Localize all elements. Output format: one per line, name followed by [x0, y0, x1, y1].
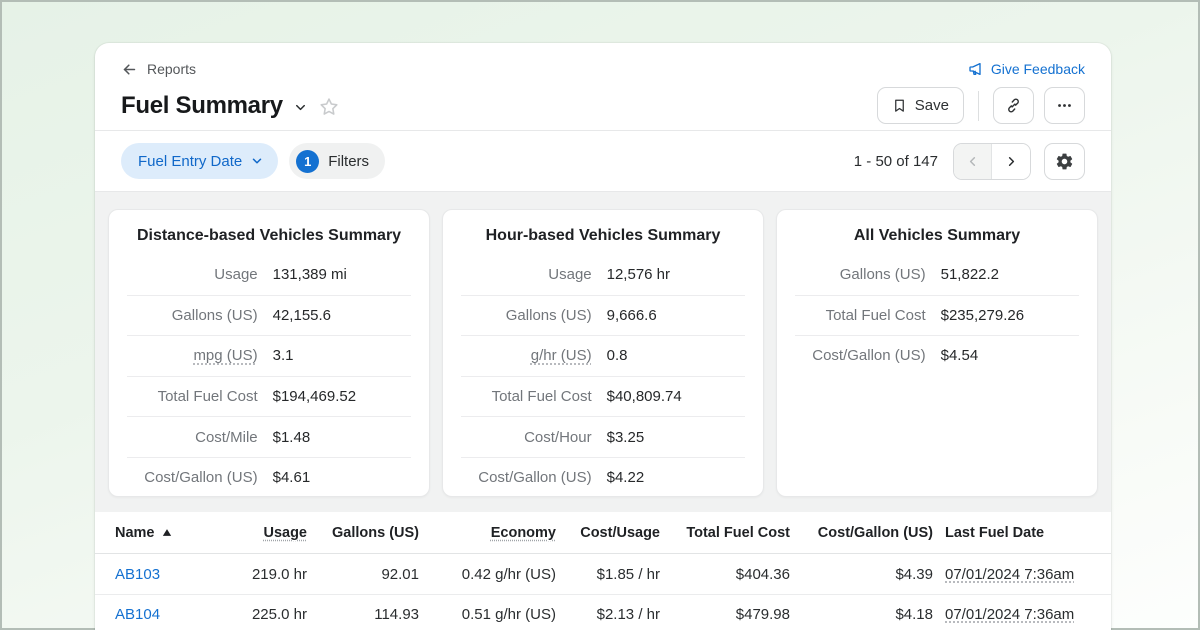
filters-count-badge: 1: [296, 149, 320, 173]
fuel-entry-date-filter-label: Fuel Entry Date: [138, 152, 243, 170]
summary-value: $4.22: [606, 469, 645, 487]
more-options-button[interactable]: [1044, 87, 1085, 124]
column-header-economy[interactable]: Economy: [490, 524, 556, 541]
total-fuel-cost-cell: $404.36: [735, 565, 790, 583]
table-row: AB103 219.0 hr 92.01 0.42 g/hr (US) $1.8…: [95, 554, 1111, 594]
table-header-row: Name Usage Gallons (US) Economy Cost/Usa…: [95, 512, 1111, 554]
summary-value: $235,279.26: [940, 306, 1025, 324]
last-fuel-date-cell[interactable]: 07/01/2024 7:36am: [945, 565, 1075, 583]
hour-summary-card: Hour-based Vehicles Summary Usage 12,576 …: [442, 209, 764, 497]
ellipsis-icon: [1056, 97, 1073, 114]
summary-label[interactable]: g/hr (US): [530, 347, 592, 365]
favorite-star-icon[interactable]: [318, 94, 340, 118]
report-panel: Reports Give Feedback Fuel Summary: [95, 43, 1111, 630]
cost-usage-cell: $1.85 / hr: [596, 565, 660, 583]
megaphone-icon: [968, 61, 984, 77]
give-feedback-link[interactable]: Give Feedback: [968, 61, 1085, 77]
save-button-label: Save: [914, 97, 949, 114]
vehicle-link[interactable]: AB104: [115, 606, 161, 623]
breadcrumb-label[interactable]: Reports: [147, 61, 197, 77]
distance-summary-card: Distance-based Vehicles Summary Usage 131…: [108, 209, 430, 497]
summary-value: $4.61: [272, 469, 311, 487]
breadcrumb[interactable]: Reports: [121, 61, 196, 78]
summary-label: Cost/Gallon (US): [478, 469, 592, 487]
usage-cell: 225.0 hr: [251, 606, 307, 623]
summary-value: $194,469.52: [272, 388, 357, 406]
economy-cell: 0.51 g/hr (US): [461, 606, 556, 623]
column-header-gallons[interactable]: Gallons (US): [331, 524, 419, 541]
bookmark-icon: [892, 98, 907, 113]
summary-label: Total Fuel Cost: [157, 388, 258, 406]
summary-label: Total Fuel Cost: [825, 306, 926, 324]
column-header-name[interactable]: Name: [115, 525, 245, 541]
summary-label: Usage: [214, 265, 258, 283]
column-header-cost-gallon[interactable]: Cost/Gallon (US): [817, 524, 933, 541]
summary-value: 3.1: [272, 347, 294, 365]
column-header-usage[interactable]: Usage: [263, 524, 307, 541]
cost-usage-cell: $2.13 / hr: [596, 606, 660, 623]
gallons-cell: 114.93: [374, 606, 419, 623]
summary-label: Gallons (US): [171, 306, 258, 324]
summary-label: Gallons (US): [839, 265, 926, 283]
fuel-entry-date-filter[interactable]: Fuel Entry Date: [121, 143, 279, 179]
summary-label: Cost/Gallon (US): [144, 469, 258, 487]
column-header-cost-usage[interactable]: Cost/Usage: [580, 524, 660, 541]
last-fuel-date-cell[interactable]: 07/01/2024 7:36am: [945, 606, 1075, 623]
summary-value: $3.25: [606, 428, 645, 446]
summary-value: $4.54: [940, 347, 979, 365]
card-title: All Vehicles Summary: [853, 227, 1021, 244]
filters-button[interactable]: 1 Filters: [289, 143, 386, 179]
card-title: Hour-based Vehicles Summary: [485, 227, 721, 244]
all-vehicles-summary-card: All Vehicles Summary Gallons (US) 51,822.…: [776, 209, 1098, 497]
pagination-range: 1 - 50 of 147: [853, 152, 938, 170]
summary-value: 12,576 hr: [606, 265, 671, 283]
title-chevron-down-icon[interactable]: [293, 97, 308, 115]
header-divider: [978, 90, 979, 121]
link-icon: [1005, 97, 1022, 114]
summary-label[interactable]: mpg (US): [193, 347, 258, 365]
summary-label: Cost/Mile: [195, 428, 258, 446]
summary-label: Cost/Gallon (US): [812, 347, 926, 365]
page-title: Fuel Summary: [121, 91, 283, 119]
copy-link-button[interactable]: [993, 87, 1034, 124]
total-fuel-cost-cell: $479.98: [735, 606, 790, 623]
previous-page-button[interactable]: [954, 143, 992, 179]
summary-value: $1.48: [272, 428, 311, 446]
filter-bar: Fuel Entry Date 1 Filters 1 - 50 of 147: [95, 131, 1111, 192]
summary-value: 0.8: [606, 347, 628, 365]
settings-button[interactable]: [1044, 142, 1085, 180]
summary-cards-zone: Distance-based Vehicles Summary Usage 131…: [95, 192, 1111, 512]
economy-cell: 0.42 g/hr (US): [461, 565, 556, 583]
summary-value: 42,155.6: [272, 306, 332, 324]
summary-label: Gallons (US): [505, 306, 592, 324]
save-button[interactable]: Save: [876, 87, 964, 124]
pagination-controls: [953, 142, 1031, 180]
summary-value: 51,822.2: [940, 265, 1000, 283]
cost-gallon-cell: $4.39: [895, 565, 933, 583]
summary-value: 9,666.6: [606, 306, 657, 324]
filter-chevron-down-icon: [250, 154, 264, 168]
vehicle-link[interactable]: AB103: [115, 565, 161, 583]
report-header: Reports Give Feedback Fuel Summary: [95, 43, 1111, 131]
fuel-summary-table: Name Usage Gallons (US) Economy Cost/Usa…: [95, 512, 1111, 630]
sort-asc-icon: [162, 528, 172, 537]
column-header-last-fuel-date[interactable]: Last Fuel Date: [945, 524, 1045, 541]
card-title: Distance-based Vehicles Summary: [136, 227, 402, 244]
summary-label: Usage: [548, 265, 592, 283]
summary-label: Cost/Hour: [524, 428, 592, 446]
column-header-total-fuel-cost[interactable]: Total Fuel Cost: [686, 524, 790, 541]
give-feedback-label: Give Feedback: [990, 61, 1085, 77]
gear-icon: [1055, 152, 1074, 171]
summary-value: 131,389 mi: [272, 265, 347, 283]
cost-gallon-cell: $4.18: [895, 606, 933, 623]
summary-value: $40,809.74: [606, 388, 682, 406]
next-page-button[interactable]: [992, 143, 1030, 179]
gallons-cell: 92.01: [381, 565, 419, 583]
usage-cell: 219.0 hr: [251, 565, 307, 583]
table-row: AB104 225.0 hr 114.93 0.51 g/hr (US) $2.…: [95, 594, 1111, 630]
summary-label: Total Fuel Cost: [491, 388, 592, 406]
filters-button-label: Filters: [328, 152, 370, 170]
back-arrow-icon[interactable]: [121, 61, 138, 78]
